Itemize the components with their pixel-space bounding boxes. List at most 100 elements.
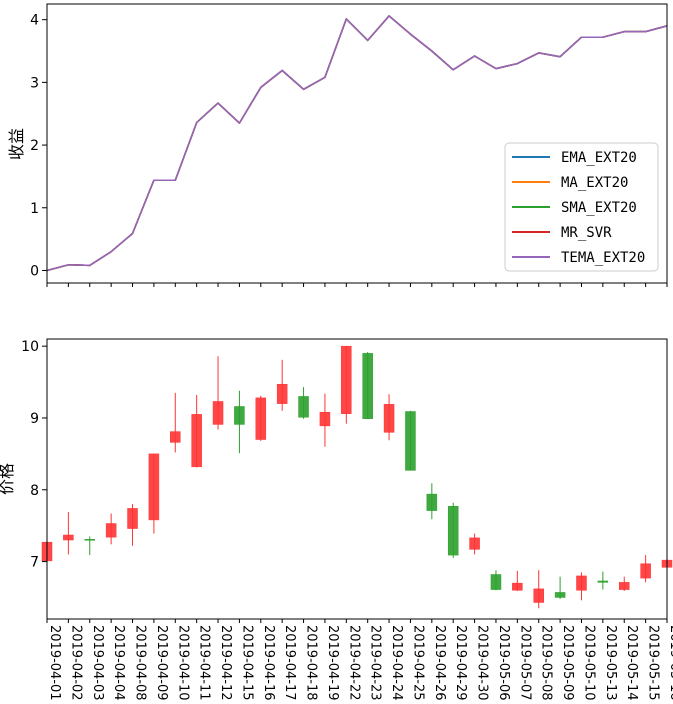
candlesticks bbox=[41, 345, 673, 609]
candle bbox=[469, 533, 480, 555]
candle bbox=[212, 356, 224, 430]
candle-body bbox=[212, 401, 224, 425]
candle-body bbox=[405, 411, 416, 471]
y-tick-label: 4 bbox=[30, 13, 39, 29]
candle-body bbox=[191, 414, 202, 468]
candle bbox=[533, 570, 544, 609]
legend-label-sma-ext20: SMA_EXT20 bbox=[561, 200, 637, 216]
x-tick-label: 2019-04-18 bbox=[304, 625, 319, 701]
candle bbox=[554, 576, 566, 599]
candle bbox=[234, 390, 245, 454]
x-tick-label: 2019-05-14 bbox=[624, 625, 639, 701]
price-x-ticks: 2019-04-01 2019-04-02 2019-04-03 2019-04-04… bbox=[46, 619, 673, 701]
x-tick-label: 2019-04-29 bbox=[453, 625, 468, 701]
y-tick-label: 0 bbox=[30, 263, 39, 279]
candle bbox=[84, 536, 96, 556]
candle-body bbox=[170, 431, 181, 443]
y-tick-label: 1 bbox=[30, 201, 39, 217]
y-tick-label: 3 bbox=[30, 75, 39, 91]
legend-entry-ema-ext20: EMA_EXT20 bbox=[512, 150, 637, 166]
y-tick-label: 9 bbox=[30, 411, 39, 427]
returns-lines bbox=[46, 15, 668, 272]
candle bbox=[576, 572, 587, 601]
price-plot-frame bbox=[46, 338, 668, 620]
candle-body bbox=[319, 411, 331, 427]
candle-body bbox=[554, 592, 566, 598]
legend-entry-tema-ext20: TEMA_EXT20 bbox=[512, 250, 645, 266]
candle bbox=[383, 394, 395, 441]
x-tick-label: 2019-04-15 bbox=[239, 625, 254, 701]
candle bbox=[63, 512, 74, 555]
candle-body bbox=[234, 406, 245, 425]
x-tick-label: 2019-04-01 bbox=[47, 625, 62, 701]
series-line-tema-ext20 bbox=[46, 15, 668, 272]
candle bbox=[447, 502, 459, 558]
candle bbox=[148, 453, 160, 534]
returns-panel: 0 1 2 3 4 收益 EMA_EXT20 MA_EXT20 SMA_EXT20 MR… bbox=[7, 3, 668, 287]
candle-body bbox=[383, 404, 395, 433]
legend-entry-sma-ext20: SMA_EXT20 bbox=[512, 200, 637, 216]
candle bbox=[298, 387, 309, 419]
x-tick-label: 2019-04-22 bbox=[346, 625, 361, 701]
candle bbox=[640, 555, 651, 583]
y-tick-label: 2 bbox=[30, 138, 39, 154]
candle bbox=[597, 571, 609, 590]
candle-body bbox=[362, 353, 373, 419]
x-tick-label: 2019-04-02 bbox=[68, 625, 83, 701]
y-tick-label: 7 bbox=[30, 555, 39, 571]
x-tick-label: 2019-05-15 bbox=[646, 625, 661, 701]
x-tick-label: 2019-04-09 bbox=[154, 625, 169, 701]
legend-label-ema-ext20: EMA_EXT20 bbox=[561, 150, 637, 166]
x-tick-label: 2019-04-19 bbox=[325, 625, 340, 701]
candle bbox=[319, 393, 331, 447]
legend-box bbox=[504, 142, 659, 272]
candle-body bbox=[255, 397, 267, 440]
x-tick-label: 2019-04-08 bbox=[133, 625, 148, 701]
returns-y-ticks: 0 1 2 3 4 bbox=[30, 13, 47, 279]
x-tick-label: 2019-04-24 bbox=[389, 625, 404, 701]
x-tick-label: 2019-04-04 bbox=[111, 625, 126, 701]
x-tick-label: 2019-04-16 bbox=[261, 625, 276, 701]
candle-body bbox=[447, 506, 459, 556]
candle-body bbox=[576, 575, 587, 591]
x-tick-label: 2019-04-03 bbox=[90, 625, 105, 701]
legend-entry-mr-svr: MR_SVR bbox=[512, 225, 612, 241]
x-tick-label: 2019-05-09 bbox=[560, 625, 575, 701]
candle-body bbox=[597, 580, 609, 583]
candle bbox=[276, 359, 288, 411]
x-tick-label: 2019-05-10 bbox=[581, 625, 596, 701]
x-tick-label: 2019-04-25 bbox=[410, 625, 425, 701]
candle-body bbox=[276, 383, 288, 404]
x-tick-label: 2019-04-12 bbox=[218, 625, 233, 701]
x-tick-label: 2019-04-30 bbox=[475, 625, 490, 701]
candle-body bbox=[618, 582, 630, 590]
candle-body bbox=[640, 563, 651, 579]
candle-body bbox=[127, 508, 138, 529]
x-tick-label: 2019-05-13 bbox=[603, 625, 618, 701]
candle-body bbox=[298, 396, 309, 418]
candle bbox=[512, 570, 523, 591]
candle bbox=[341, 345, 352, 424]
price-y-axis-label: 价格 bbox=[0, 463, 16, 495]
x-tick-label: 2019-04-11 bbox=[197, 625, 212, 701]
candle bbox=[618, 576, 630, 591]
x-tick-label: 2019-04-10 bbox=[175, 625, 190, 701]
x-tick-label: 2019-04-26 bbox=[432, 625, 447, 701]
candle-body bbox=[63, 534, 74, 541]
candle-body bbox=[490, 574, 502, 590]
x-tick-label: 2019-05-06 bbox=[496, 625, 511, 701]
candle bbox=[127, 504, 138, 546]
candle bbox=[191, 395, 202, 468]
x-tick-label: 2019-04-17 bbox=[282, 625, 297, 701]
legend-label-mr-svr: MR_SVR bbox=[561, 225, 612, 241]
candle-body bbox=[469, 537, 480, 550]
y-tick-label: 10 bbox=[21, 339, 39, 355]
legend-label-tema-ext20: TEMA_EXT20 bbox=[561, 250, 645, 266]
legend: EMA_EXT20 MA_EXT20 SMA_EXT20 MR_SVR TEMA… bbox=[504, 142, 659, 272]
candle-body bbox=[512, 582, 523, 591]
legend-label-ma-ext20: MA_EXT20 bbox=[561, 175, 628, 191]
candle bbox=[405, 410, 416, 471]
